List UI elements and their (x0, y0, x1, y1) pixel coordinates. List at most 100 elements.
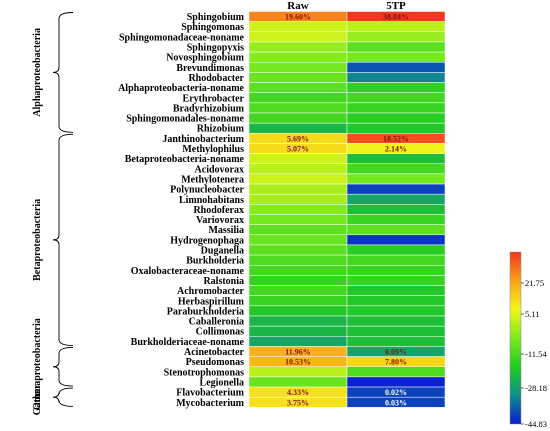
cell-label-acinetobacter-5tp: 0.09% (385, 348, 407, 357)
cell-label-mycobacterium-raw: 3.75% (287, 398, 309, 407)
heatmap-cell-duganella-5tp (346, 244, 446, 256)
heatmap-cell-erythrobacter-5tp (346, 92, 446, 104)
row-label-collimonas: Collimonas (196, 327, 244, 338)
row-label-hydrogenophaga: Hydrogenophaga (170, 235, 244, 246)
heatmap-cell-ralstonia-raw (248, 275, 348, 286)
cell-label-flavobacterium-5tp: 0.02% (385, 388, 407, 397)
heatmap-cell-achromobacter-raw (248, 285, 348, 296)
group-label-gammaproteobacteria: Gammaproteobacteria (32, 318, 43, 415)
heatmap-cell-variovorax-5tp (346, 214, 446, 225)
heatmap-cell-bradyrhizobium-raw (248, 102, 348, 114)
row-label-acinetobacter: Acinetobacter (184, 347, 245, 358)
row-labels: SphingobiumSphingomonasSphingomonadaceae… (118, 12, 245, 409)
heatmap-cell-herbaspirillum-raw (248, 295, 348, 307)
heatmap-cell-limnohabitans-5tp (346, 193, 446, 205)
heatmap-cell-alphaproteobacteria-noname-raw (248, 82, 348, 93)
row-label-caballeronia: Caballeronia (189, 317, 244, 328)
row-label-achromobacter: Achromobacter (177, 286, 245, 297)
cell-label-mycobacterium-5tp: 0.03% (385, 398, 407, 407)
heatmap-cell-mycobacterium-5tp (346, 396, 446, 408)
heatmap-cell-burkholderia-raw (248, 254, 348, 266)
heatmap-cell-oxalobacteraceae-noname-raw (248, 265, 348, 276)
group-label-alphaproteobacteria: Alphaproteobacteria (32, 28, 43, 117)
row-label-novosphingobium: Novosphingobium (166, 53, 244, 64)
row-label-flavobacterium: Flavobacterium (176, 388, 244, 399)
heatmap-cell-acidovorax-raw (248, 163, 348, 175)
heatmap-cell-betaproteobacteria-noname-5tp (346, 153, 446, 165)
row-label-alphaproteobacteria-noname: Alphaproteobacteria-noname (118, 83, 244, 94)
row-label-polynucleobacter: Polynucleobacter (170, 185, 244, 196)
heatmap-cell-erythrobacter-raw (248, 92, 348, 104)
heatmap-cell-rhodoferax-raw (248, 204, 348, 215)
heatmap-cell-bradyrhizobium-5tp (346, 102, 446, 114)
heatmap-cell-hydrogenophaga-5tp (346, 234, 446, 246)
heatmap-cell-legionella-raw (248, 376, 348, 388)
heatmap-cell-hydrogenophaga-raw (248, 234, 348, 246)
heatmap-cell-betaproteobacteria-noname-raw (248, 153, 348, 165)
heatmap-cell-novosphingobium-raw (248, 51, 348, 63)
heatmap-cell-rhizobium-raw (248, 122, 348, 134)
heatmap-cell-stenotrophomonas-5tp (346, 366, 446, 378)
cell-label-pseudomonas-raw: 10.53% (285, 358, 311, 367)
cell-label-janthinobacterium-raw: 5.69% (287, 134, 309, 143)
colorbar-tick-label: -44.83 (525, 419, 547, 429)
column-header-raw: Raw (287, 0, 308, 12)
heatmap-cell-collimonas-raw (248, 325, 348, 337)
heatmap-cell-burkholderia-5tp (346, 254, 446, 266)
row-label-variovorax: Variovorax (196, 215, 244, 226)
row-label-sphingomonadaceae-noname: Sphingomonadaceae-noname (119, 32, 245, 43)
heatmap-cell-burkholderiaceae-noname-5tp (346, 336, 446, 347)
heatmap-cell-novosphingobium-5tp (346, 51, 446, 63)
heatmap-cell-sphingopyxis-5tp (346, 41, 446, 53)
row-label-mycobacterium: Mycobacterium (176, 398, 244, 409)
row-label-methylophilus: Methylophilus (182, 144, 244, 155)
row-label-rhizobium: Rhizobium (197, 124, 245, 135)
heatmap-cell-sphingomonas-raw (248, 21, 348, 33)
heatmap-cell-oxalobacteraceae-noname-5tp (346, 265, 446, 276)
heatmap-cell-massilia-raw (248, 224, 348, 236)
heatmap-cell-paraburkholderia-raw (248, 305, 348, 317)
row-label-ralstonia: Ralstonia (203, 276, 244, 287)
row-label-bradyrhizobium: Bradyrhizobium (173, 103, 245, 114)
heatmap-cell-brevundimonas-raw (248, 62, 348, 73)
row-label-acidovorax: Acidovorax (195, 164, 244, 175)
heatmap-cell-methylotenera-5tp (346, 173, 446, 185)
row-label-sphingobium: Sphingobium (187, 12, 245, 23)
group-bracket-gammaproteobacteria (52, 347, 74, 387)
row-label-sphingopyxis: Sphingopyxis (187, 43, 244, 54)
heatmap-cell-methylotenera-raw (248, 173, 348, 185)
cell-labels: 19.60% 38.84% 5.69% 18.52% 5.07% 2.14% 11.96% 0… (285, 13, 409, 408)
heatmap-cell-collimonas-5tp (346, 325, 446, 337)
row-label-paraburkholderia: Paraburkholderia (167, 306, 244, 317)
cell-label-methylophilus-5tp: 2.14% (385, 145, 407, 154)
colorbar-tick-label: -28.18 (525, 383, 547, 393)
heatmap-cell-caballeronia-raw (248, 315, 348, 327)
colorbar-tick-label: 5.11 (525, 309, 540, 319)
heatmap-cell-sphingomonadales-noname-5tp (346, 112, 446, 124)
heatmap-cell-brevundimonas-5tp (346, 62, 446, 73)
cell-label-acinetobacter-raw: 11.96% (285, 348, 311, 357)
heatmap-cell-sphingopyxis-raw (248, 41, 348, 53)
heatmap-cell-alphaproteobacteria-noname-5tp (346, 82, 446, 93)
colorbar-tick-label: -11.54 (525, 349, 547, 359)
row-label-burkholderia: Burkholderia (186, 256, 244, 267)
heatmap-cell-rhodobacter-raw (248, 72, 348, 83)
heatmap-cell-massilia-5tp (346, 224, 446, 236)
row-label-methylotenera: Methylotenera (181, 174, 244, 185)
group-label-betaproteobacteria: Betaproteobacteria (32, 199, 43, 281)
heatmap-cell-duganella-raw (248, 244, 348, 256)
heatmap-cell-herbaspirillum-5tp (346, 295, 446, 307)
group-label-other: Other (32, 384, 43, 410)
group-bracket-alphaproteobacteria (52, 12, 74, 133)
heatmap-cell-sphingomonadales-noname-raw (248, 112, 348, 124)
heatmap-cell-paraburkholderia-5tp (346, 305, 446, 317)
colorbar-gradient (509, 251, 522, 425)
row-label-massilia: Massilia (208, 225, 244, 236)
row-label-duganella: Duganella (201, 246, 244, 257)
heatmap-cell-ralstonia-5tp (346, 275, 446, 286)
row-label-stenotrophomonas: Stenotrophomonas (164, 367, 244, 378)
heatmap-cell-caballeronia-5tp (346, 315, 446, 327)
cell-label-janthinobacterium-5tp: 18.52% (383, 134, 409, 143)
colorbar-tick-label: 21.75 (525, 278, 544, 288)
cell-label-sphingobium-5tp: 38.84% (383, 13, 409, 22)
